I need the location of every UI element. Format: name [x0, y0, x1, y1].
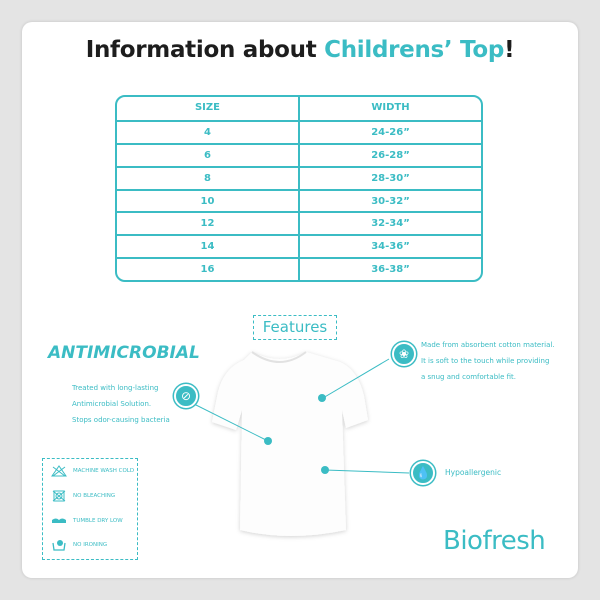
hypoallergenic-label: Hypoallergenic	[445, 468, 502, 477]
page-title: Information about Childrens’ Top!	[0, 37, 600, 63]
size-cell: 10	[117, 190, 300, 212]
table-row: 4 24-26”	[117, 119, 481, 143]
tumble-dry-icon	[52, 518, 66, 523]
header-size: SIZE	[117, 97, 300, 120]
antimicrobial-heading: ANTIMICROBIAL	[48, 343, 200, 363]
width-cell: 32-34”	[371, 218, 410, 230]
table-row: 12 32-34”	[117, 211, 481, 235]
table-row: 8 28-30”	[117, 165, 481, 189]
title-suffix: !	[504, 37, 515, 63]
no-bacteria-icon: ⊘	[174, 384, 198, 408]
width-cell: 34-36”	[371, 241, 410, 253]
biofresh-logo: Biofresh	[443, 526, 546, 556]
antimicrobial-text: Treated with long-lasting Antimicrobial …	[72, 380, 170, 428]
care-label: NO IRONING	[73, 542, 108, 548]
care-item: MACHINE WASH COLD	[51, 465, 134, 477]
header-width: WIDTH	[371, 102, 410, 113]
care-item: TUMBLE DRY LOW	[51, 515, 123, 527]
title-prefix: Information about	[85, 37, 325, 63]
features-label: Features	[253, 315, 337, 340]
size-cell: 6	[117, 144, 300, 166]
no-bleach-icon	[52, 490, 66, 502]
table-header: SIZE WIDTH	[117, 97, 481, 120]
text-line: a snug and comfortable fit.	[421, 373, 517, 381]
width-cell: 28-30”	[371, 172, 410, 184]
text-line: Antimicrobial Solution.	[72, 400, 152, 408]
text-line: Treated with long-lasting	[72, 384, 159, 392]
text-line: Made from absorbent cotton material.	[421, 341, 555, 349]
table-row: 16 36-38”	[117, 257, 481, 281]
table-row: 14 34-36”	[117, 234, 481, 258]
size-table: SIZE WIDTH 4 24-26” 6 26-28” 8 28-30” 10 30-3…	[115, 95, 483, 283]
width-cell: 26-28”	[371, 149, 410, 161]
text-line: Stops odor-causing bacteria	[72, 416, 170, 424]
table-row: 6 26-28”	[117, 142, 481, 166]
no-iron-icon	[52, 540, 66, 551]
size-cell: 12	[117, 213, 300, 235]
cotton-hotspot	[318, 394, 326, 402]
text-line: It is soft to the touch while providing	[421, 357, 550, 365]
table-row: 10 30-32”	[117, 188, 481, 212]
hypoallergenic-hotspot	[321, 466, 329, 474]
width-cell: 36-38”	[371, 264, 410, 276]
care-instructions: MACHINE WASH COLD NO BLEACHING TUMBLE DR…	[42, 458, 138, 560]
care-item: NO BLEACHING	[51, 490, 115, 502]
width-cell: 30-32”	[371, 195, 410, 207]
wash-cold-icon	[51, 465, 67, 477]
care-item: NO IRONING	[51, 539, 107, 551]
care-label: TUMBLE DRY LOW	[73, 518, 123, 524]
width-cell: 24-26”	[371, 126, 410, 138]
size-cell: 8	[117, 167, 300, 189]
title-highlight: Childrens’ Top	[324, 37, 505, 63]
cotton-text: Made from absorbent cotton material. It …	[421, 337, 555, 385]
drop-icon: 💧	[411, 461, 435, 485]
antimicrobial-hotspot	[264, 437, 272, 445]
size-cell: 14	[117, 236, 300, 258]
size-cell: 16	[117, 259, 300, 281]
size-cell: 4	[117, 121, 300, 143]
cotton-icon: ❀	[392, 342, 416, 366]
care-label: NO BLEACHING	[73, 493, 116, 499]
care-label: MACHINE WASH COLD	[73, 468, 135, 474]
